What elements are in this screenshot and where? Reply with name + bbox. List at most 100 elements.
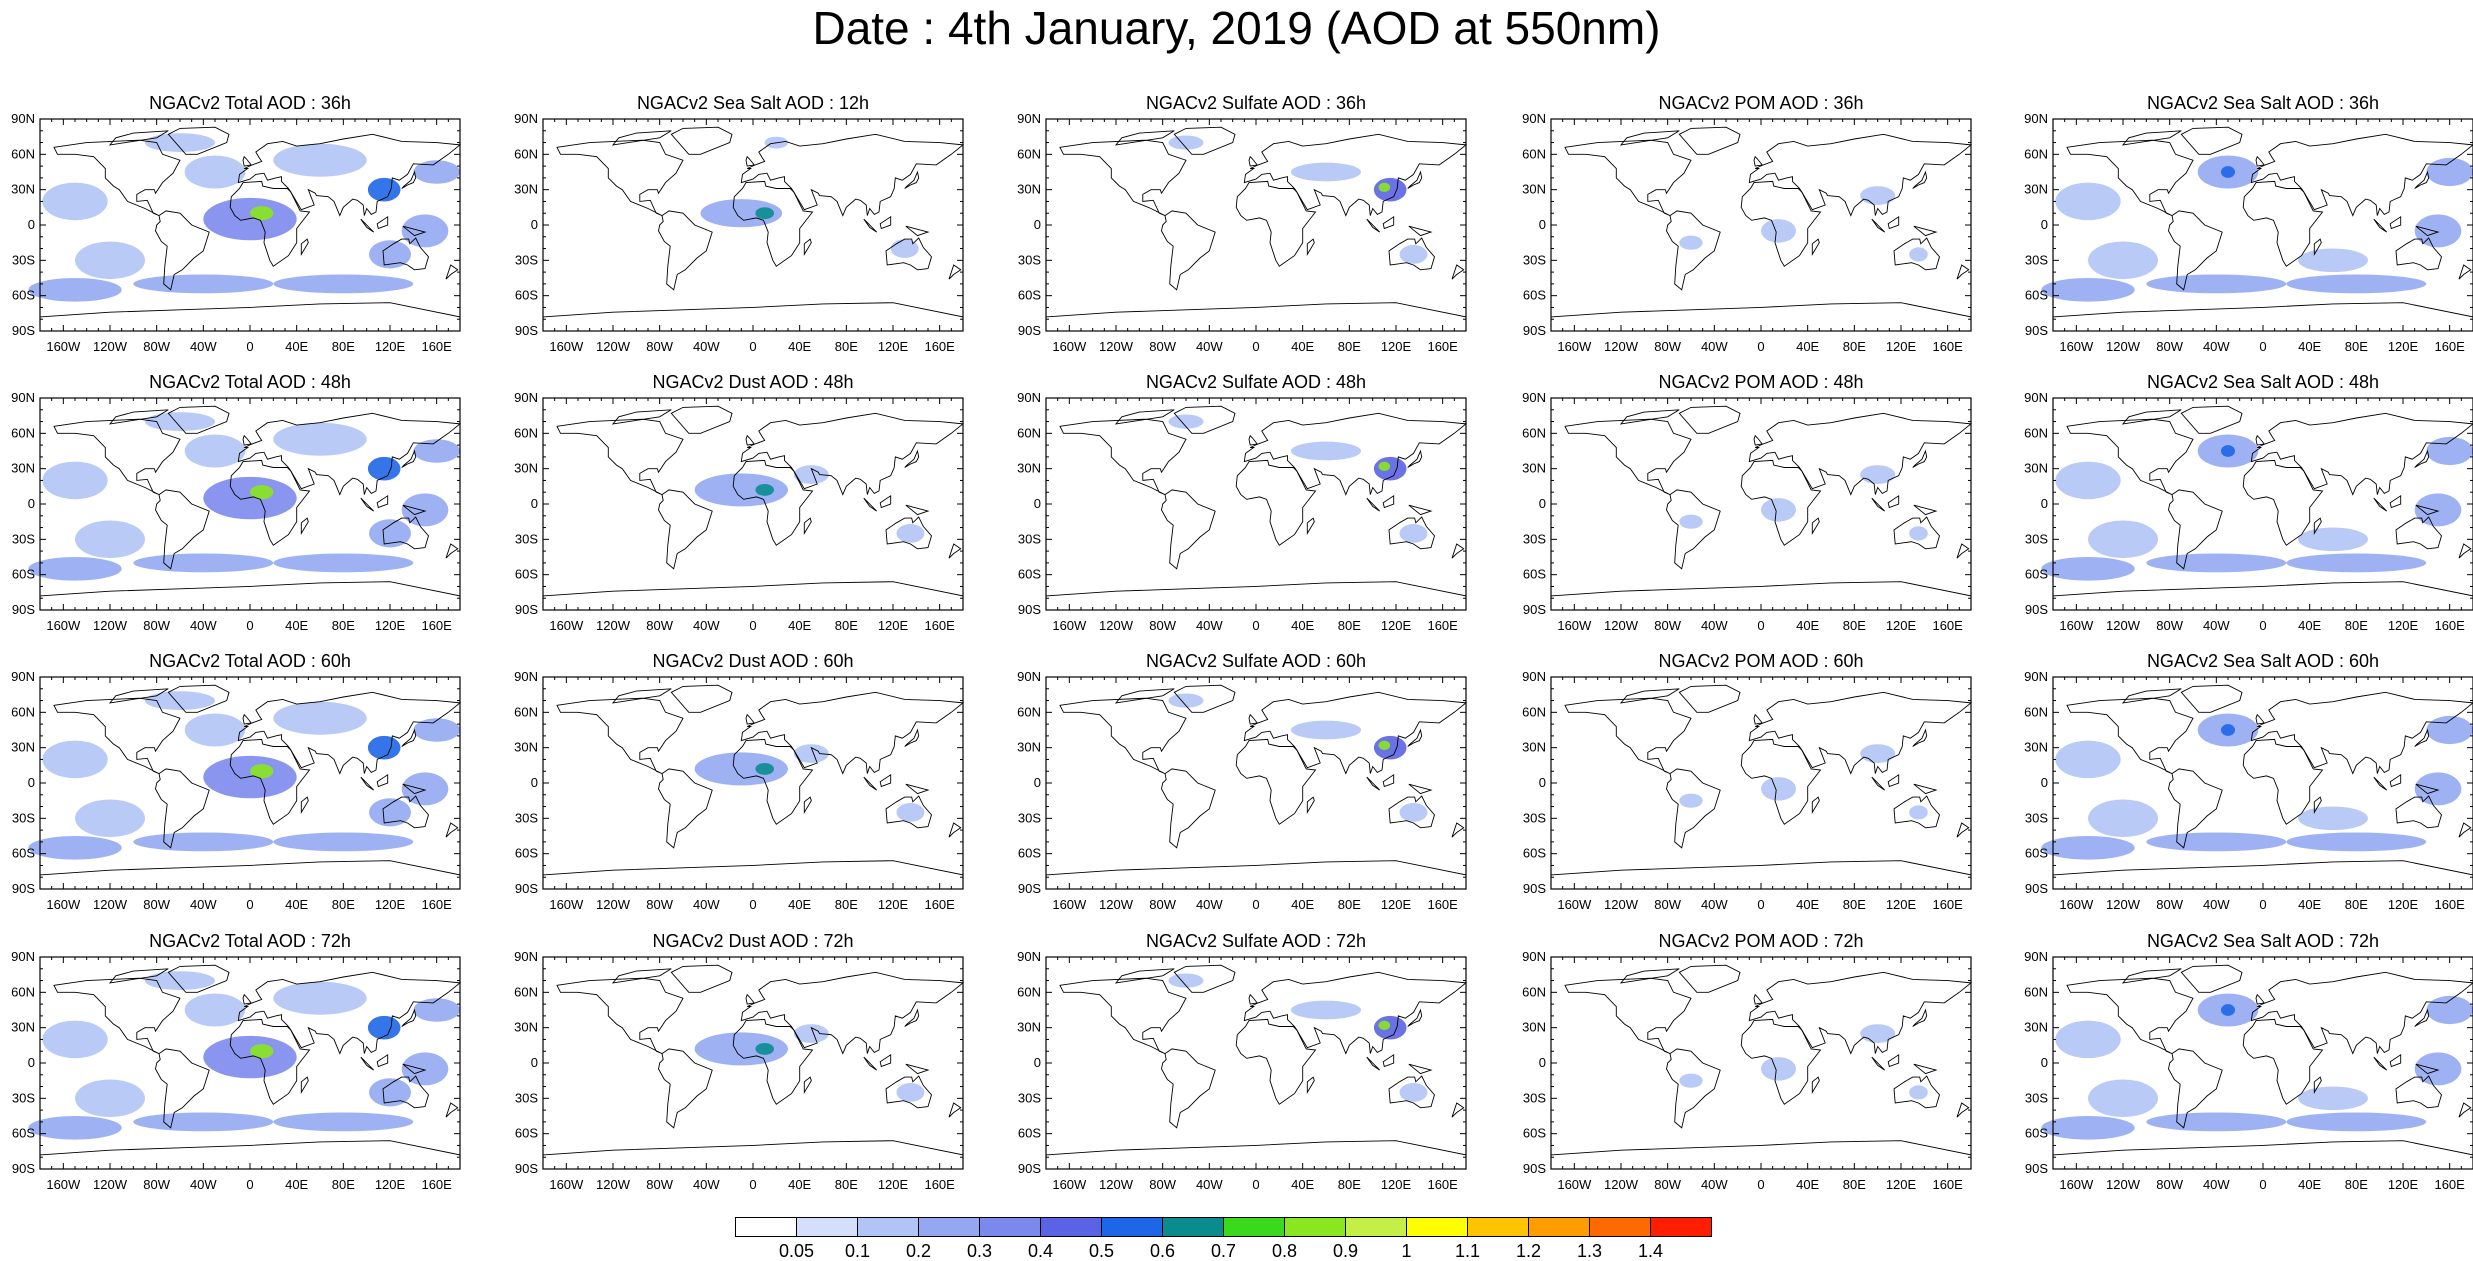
map-background (1046, 957, 1466, 1169)
longitude-label: 40E (285, 618, 308, 633)
panel-title: NGACv2 Total AOD : 60h (149, 651, 351, 671)
coastline (732, 1018, 814, 1105)
longitude-label: 160W (2059, 339, 2094, 354)
latitude-label: 60S (1018, 846, 1041, 861)
aod-region (2286, 1112, 2427, 1132)
coastline (167, 126, 230, 155)
longitude-label: 120W (93, 339, 128, 354)
longitude-label: 40W (2203, 1177, 2230, 1192)
world-map: 90N 60N 30N 0 30S 60S 90S 160W 120W 80W 40W 0 40E 80E… (1017, 669, 1468, 912)
longitude-label: 160E (2434, 1177, 2465, 1192)
colorbar-label: 0.6 (1149, 1241, 1176, 1261)
aod-shading (2041, 713, 2473, 860)
aod-region (2414, 214, 2462, 248)
longitude-label: 0 (1757, 897, 1764, 912)
coastline (1306, 238, 1315, 257)
aod-region (1860, 186, 1896, 205)
aod-region (896, 524, 925, 543)
aod-region (413, 439, 461, 463)
latitude-label: 60N (1017, 146, 1041, 161)
coastline (905, 225, 930, 237)
coastline (1912, 728, 1928, 747)
longitude-label: 120W (2106, 618, 2141, 633)
coastline (2121, 409, 2182, 425)
coastline (242, 713, 253, 725)
latitude-label: 60S (515, 288, 538, 303)
coastline (2414, 728, 2430, 747)
coastline (1451, 543, 1465, 559)
aod-region (42, 182, 108, 221)
latitude-label: 0 (28, 496, 35, 511)
panel-title: NGACv2 Total AOD : 72h (149, 931, 351, 951)
coastline (879, 773, 892, 788)
latitude-label: 30S (1018, 531, 1041, 546)
aod-region (1378, 1020, 1391, 1030)
coastline (1871, 218, 1886, 233)
aod-region (2426, 436, 2473, 466)
longitude-label: 0 (749, 1177, 756, 1192)
coastline (402, 504, 427, 516)
colorbar-swatches (735, 1217, 1712, 1237)
longitude-label: 160W (1052, 1177, 1087, 1192)
longitude-label: 120E (375, 897, 406, 912)
aod-region (203, 476, 297, 520)
longitude-label: 0 (1757, 618, 1764, 633)
aod-region (1909, 1085, 1928, 1100)
coastline (904, 449, 920, 468)
coastline (1811, 517, 1820, 536)
latitude-label: 30S (1523, 531, 1546, 546)
world-map: 90N 60N 30N 0 30S 60S 90S 160W 120W 80W 40W 0 40E 80E… (2024, 669, 2473, 912)
latitude-label: 0 (1539, 496, 1546, 511)
aod-region (1761, 498, 1796, 522)
latitude-label: 60S (12, 288, 35, 303)
latitude-label: 0 (531, 1055, 538, 1070)
coastline (229, 180, 311, 267)
coastline (300, 796, 309, 815)
coastline (2395, 516, 2443, 550)
coastline (732, 459, 814, 546)
coastline (2180, 126, 2243, 155)
coastline (2313, 517, 2322, 536)
longitude-label: 40W (2203, 897, 2230, 912)
coastline (382, 516, 430, 550)
coastline (1678, 964, 1741, 993)
coastline (1161, 768, 1216, 849)
aod-region (1761, 219, 1796, 243)
aod-region (413, 160, 461, 184)
coastline (2121, 968, 2182, 984)
colorbar-swatch (1223, 1217, 1285, 1237)
coastline (1564, 139, 1692, 217)
latitude-label: 30S (1018, 1090, 1041, 1105)
panel-title: NGACv2 Sea Salt AOD : 60h (2146, 651, 2380, 671)
colorbar-label: 0.8 (1271, 1241, 1298, 1261)
longitude-label: 120W (1604, 618, 1639, 633)
longitude-label: 80E (332, 897, 355, 912)
aod-region (203, 197, 297, 241)
axis-ticks (1045, 397, 1467, 611)
coastline (905, 783, 930, 795)
latitude-label: 90N (514, 949, 538, 964)
coastline (745, 155, 756, 167)
coastline (360, 218, 375, 233)
map-panel: NGACv2 POM AOD : 48h 90N 60N 30N 0 30S 60S 90S 1… (1511, 371, 1973, 633)
latitude-label: 0 (1034, 217, 1041, 232)
longitude-label: 40W (2203, 618, 2230, 633)
coastline (2066, 977, 2194, 1055)
coastline (1382, 215, 1395, 230)
aod-region (273, 832, 414, 852)
coastline (1114, 130, 1175, 146)
panel-title: NGACv2 Sulfate AOD : 36h (1145, 93, 1367, 113)
coastline (1248, 993, 1259, 1005)
coastline (2458, 822, 2472, 838)
coastline (1388, 1075, 1436, 1109)
coastline (402, 225, 427, 237)
coastline (53, 139, 181, 217)
colorbar-legend: 0.05 0.1 0.2 0.3 0.4 0.5 0.6 0.7 0.8 0.9 1 1.1 1.2 1.… (735, 1217, 1735, 1261)
world-map: 90N 60N 30N 0 30S 60S 90S 160W 120W 80W 40W 0 40E 80E… (1522, 949, 1973, 1192)
panel-title: NGACv2 Dust AOD : 72h (652, 931, 854, 951)
aod-region (75, 1079, 145, 1118)
coastline (803, 517, 812, 536)
colorbar-labels: 0.05 0.1 0.2 0.3 0.4 0.5 0.6 0.7 0.8 0.9 1 1.1 1.2 1.… (735, 1242, 1735, 1260)
map-panel: NGACv2 Sulfate AOD : 36h 90N 60N 30N 0 30S 60S… (1006, 92, 1468, 354)
coastline (401, 728, 417, 747)
